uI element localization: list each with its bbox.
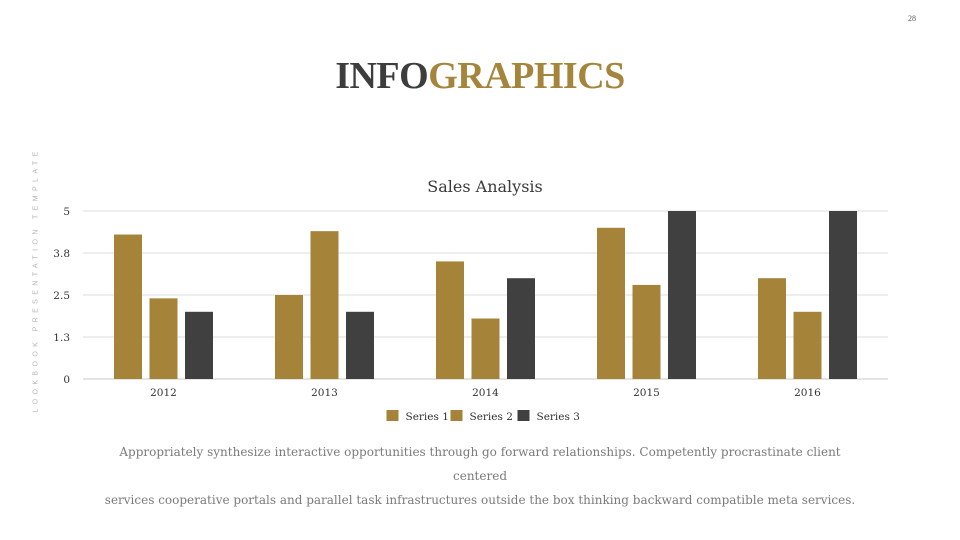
y-tick-label: 5: [63, 206, 70, 218]
chart-title: Sales Analysis: [427, 177, 542, 196]
title-part-gold: GRAPHICS: [428, 55, 625, 97]
bar-series-1-2012: [114, 234, 142, 379]
y-tick-label: 0: [63, 374, 70, 386]
x-tick-label: 2015: [633, 387, 660, 399]
body-line-2: services cooperative portals and paralle…: [104, 493, 856, 507]
bar-series-1-2015: [597, 227, 625, 379]
body-paragraph: Appropriately synthesize interactive opp…: [100, 440, 860, 512]
y-tick-label: 1.3: [53, 332, 70, 344]
x-tick-label: 2012: [150, 387, 177, 399]
legend-swatch: [450, 410, 463, 421]
bar-series-1-2013: [275, 295, 303, 379]
bar-series-2-2014: [471, 318, 500, 379]
y-tick-label: 3.8: [53, 248, 70, 260]
bar-series-2-2012: [149, 298, 178, 379]
bar-series-1-2016: [758, 278, 786, 379]
bar-series-2-2016: [793, 311, 822, 379]
title-part-dark: INFO: [335, 55, 429, 97]
bar-series-3-2015: [668, 211, 696, 379]
bar-series-3-2013: [346, 311, 374, 379]
bar-series-3-2012: [185, 311, 213, 379]
legend-label: Series 2: [470, 411, 513, 423]
bar-series-1-2014: [436, 261, 464, 379]
bar-series-3-2016: [829, 211, 857, 379]
legend-label: Series 3: [537, 411, 580, 423]
page-number: 28: [908, 14, 916, 23]
legend-label: Series 1: [406, 411, 449, 423]
y-tick-label: 2.5: [53, 290, 70, 302]
x-tick-label: 2014: [472, 387, 499, 399]
bar-series-2-2013: [310, 231, 339, 379]
x-tick-label: 2016: [794, 387, 821, 399]
legend-swatch: [517, 410, 530, 421]
bar-series-2-2015: [632, 284, 661, 379]
body-line-1: Appropriately synthesize interactive opp…: [119, 445, 841, 483]
x-tick-label: 2013: [311, 387, 338, 399]
page-title: INFOGRAPHICS: [0, 52, 960, 100]
legend-swatch: [386, 410, 399, 421]
bar-series-3-2014: [507, 278, 535, 379]
